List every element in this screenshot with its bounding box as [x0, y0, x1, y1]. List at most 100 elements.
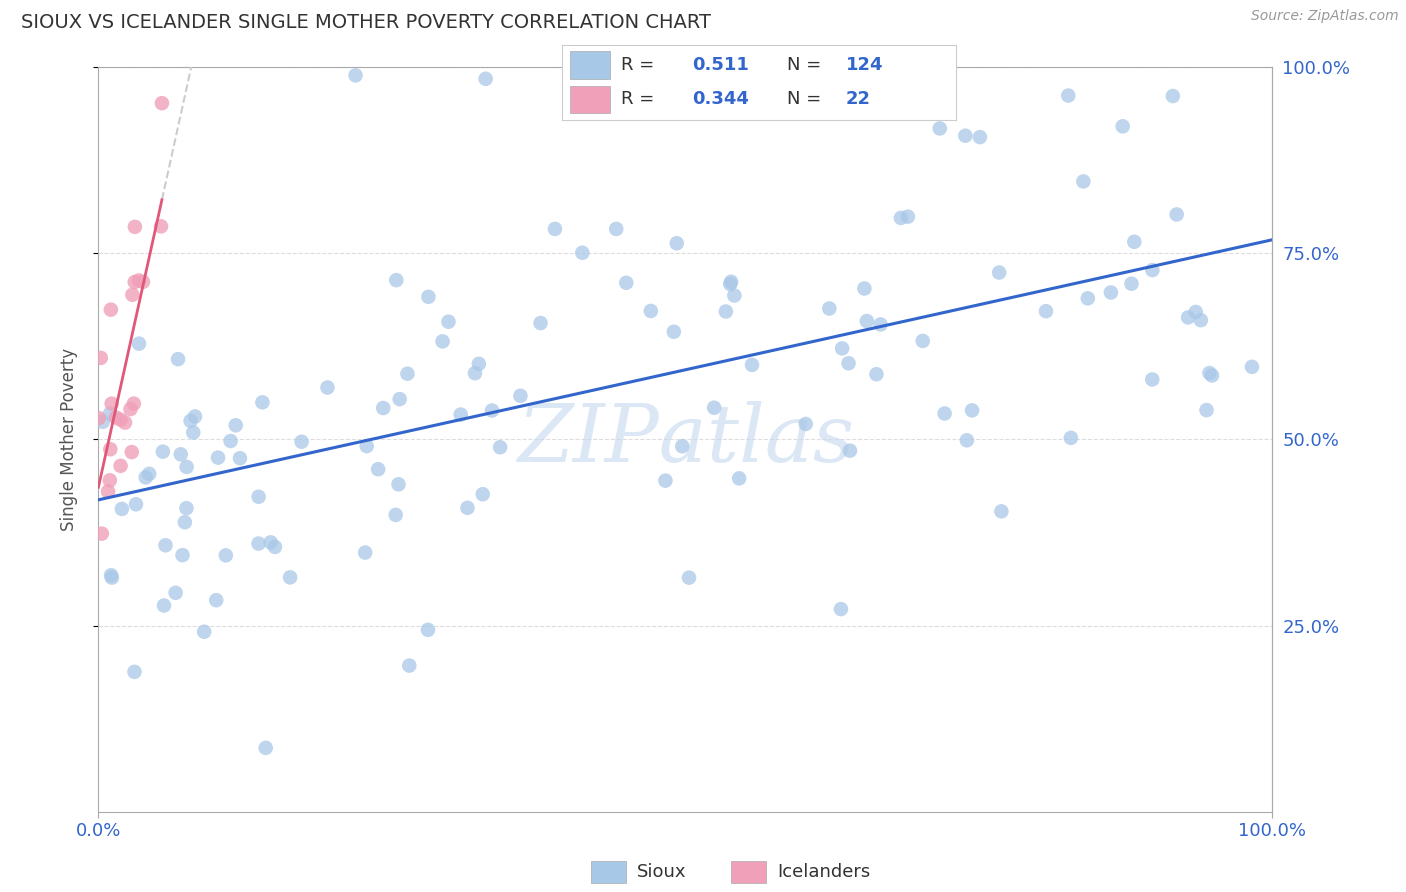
Point — [818, 301, 841, 316]
Y-axis label: Single Mother Poverty: Single Mother Poverty — [59, 348, 77, 531]
Point — [794, 417, 817, 431]
Point — [124, 665, 146, 679]
Point — [152, 444, 174, 458]
Point — [176, 501, 198, 516]
Point — [150, 96, 173, 111]
Point — [387, 477, 409, 491]
Point — [741, 358, 763, 372]
Point — [662, 325, 685, 339]
Point — [373, 401, 395, 415]
Point — [1189, 313, 1212, 327]
Point — [110, 412, 132, 426]
Point — [471, 487, 494, 501]
Point — [831, 342, 853, 356]
Point — [654, 474, 676, 488]
Point — [1142, 263, 1164, 277]
Text: 22: 22 — [846, 90, 870, 108]
Point — [316, 380, 339, 394]
Point — [173, 515, 195, 529]
Point — [464, 366, 486, 380]
Point — [125, 497, 148, 511]
Point — [264, 540, 287, 554]
Point — [121, 287, 143, 301]
Point — [385, 273, 408, 287]
Point — [887, 86, 910, 100]
Point — [1073, 174, 1095, 188]
Point — [437, 315, 460, 329]
Point — [170, 447, 193, 461]
Point — [830, 602, 852, 616]
Point — [215, 549, 238, 563]
Point — [988, 266, 1011, 280]
Point — [450, 408, 472, 422]
Point — [252, 395, 274, 409]
Point — [398, 658, 420, 673]
Point — [990, 504, 1012, 518]
Point — [839, 443, 862, 458]
Point — [1177, 310, 1199, 325]
Point — [1142, 372, 1164, 386]
Point — [456, 500, 478, 515]
Point — [614, 276, 637, 290]
Bar — [571, 52, 610, 78]
Point — [110, 458, 132, 473]
Point — [416, 623, 439, 637]
Point — [529, 316, 551, 330]
Point — [180, 414, 202, 428]
Text: N =: N = — [787, 56, 821, 74]
Point — [153, 599, 176, 613]
Point — [890, 211, 912, 225]
Point — [489, 440, 512, 454]
Point — [678, 571, 700, 585]
Point — [150, 219, 173, 234]
Point — [155, 538, 177, 552]
Point — [122, 396, 145, 410]
Point — [114, 416, 136, 430]
Text: SIOUX VS ICELANDER SINGLE MOTHER POVERTY CORRELATION CHART: SIOUX VS ICELANDER SINGLE MOTHER POVERTY… — [21, 13, 711, 32]
Point — [544, 222, 567, 236]
Point — [219, 434, 242, 448]
Point — [124, 275, 146, 289]
Point — [87, 411, 110, 425]
Point — [111, 502, 134, 516]
Point — [1112, 120, 1135, 134]
Point — [354, 545, 377, 559]
Text: Icelanders: Icelanders — [778, 863, 870, 881]
Point — [396, 367, 419, 381]
Point — [509, 389, 531, 403]
Point — [176, 459, 198, 474]
Point — [1057, 88, 1080, 103]
Point — [671, 439, 693, 453]
Point — [356, 439, 378, 453]
Point — [121, 445, 143, 459]
Point — [1060, 431, 1083, 445]
Point — [97, 484, 120, 499]
Point — [1201, 368, 1223, 383]
Point — [665, 236, 688, 251]
Point — [205, 593, 228, 607]
Text: R =: R = — [621, 90, 655, 108]
Point — [181, 425, 204, 440]
Point — [247, 536, 270, 550]
Point — [1198, 366, 1220, 380]
Point — [960, 403, 983, 417]
Point — [728, 471, 751, 485]
Point — [720, 275, 742, 289]
Point — [100, 302, 122, 317]
Point — [432, 334, 454, 349]
Point — [167, 352, 190, 367]
Point — [98, 442, 121, 457]
Point — [481, 403, 503, 417]
Point — [468, 357, 491, 371]
Point — [869, 318, 891, 332]
Point — [703, 401, 725, 415]
Point — [1099, 285, 1122, 300]
Point — [124, 219, 146, 234]
Point — [98, 473, 121, 487]
Point — [1195, 403, 1218, 417]
Point — [640, 304, 662, 318]
Point — [291, 434, 314, 449]
Point — [718, 277, 741, 291]
Text: N =: N = — [787, 90, 821, 108]
Point — [172, 548, 194, 562]
